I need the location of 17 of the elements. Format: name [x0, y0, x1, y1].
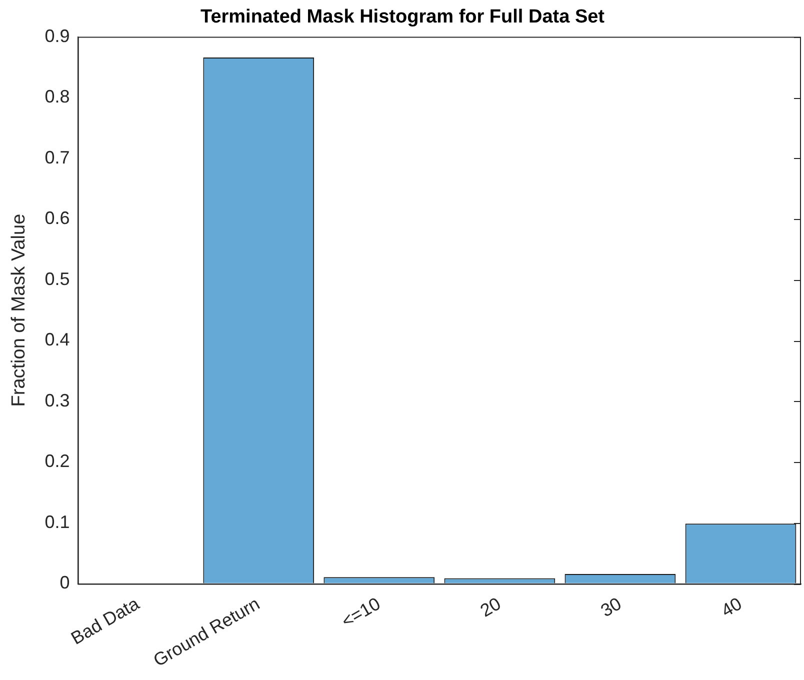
y-tick-label: 0.7	[44, 147, 70, 168]
y-tick-label: 0.5	[44, 268, 70, 289]
y-tick-label: 0.1	[44, 512, 70, 532]
y-tick-label: 0	[60, 572, 70, 593]
y-tick-label: 0.9	[44, 26, 70, 46]
y-axis-title: Fraction of Mask Value	[8, 214, 30, 407]
x-tick-label: 20	[476, 594, 504, 621]
x-tick-label: Bad Data	[68, 593, 144, 648]
y-tick-label: 0.6	[44, 208, 70, 228]
y-tick-label: 0.2	[44, 451, 70, 472]
x-tick-label: 40	[718, 594, 746, 621]
x-tick-label: 30	[597, 594, 625, 621]
x-tick-label: <=10	[338, 594, 384, 632]
chart-title: Terminated Mask Histogram for Full Data Set	[200, 6, 606, 28]
y-tick-label: 0.8	[44, 86, 70, 107]
y-tick-label: 0.4	[44, 330, 70, 350]
y-tick-label: 0.3	[44, 390, 70, 410]
